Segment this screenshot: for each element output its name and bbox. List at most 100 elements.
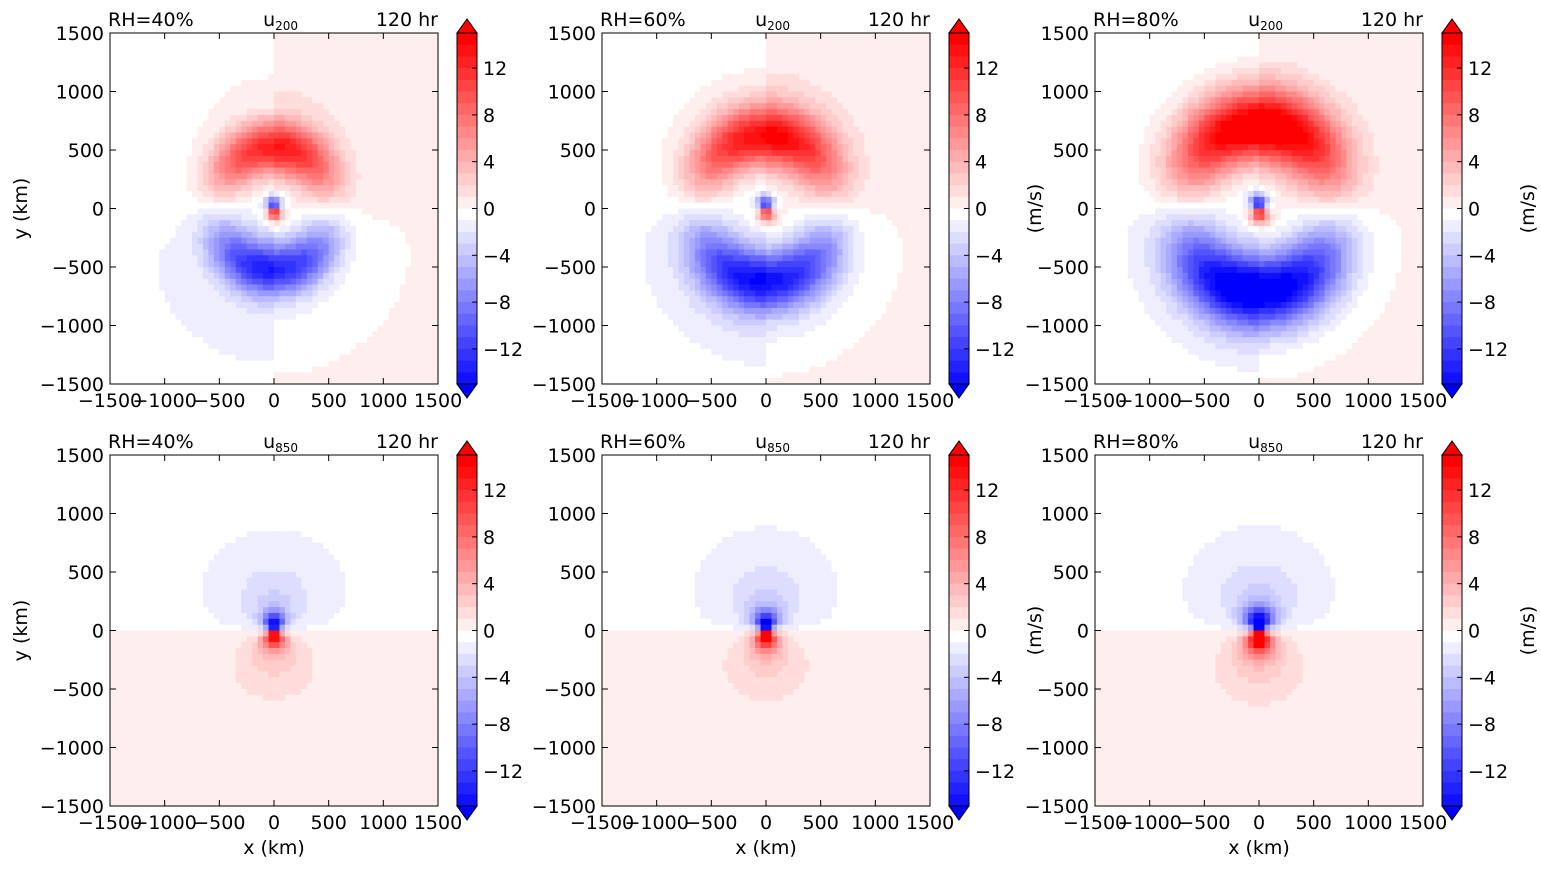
field-cell xyxy=(263,185,270,192)
field-cell xyxy=(618,79,625,87)
field-cell xyxy=(192,173,199,180)
field-cell xyxy=(290,231,297,239)
field-cell xyxy=(684,109,691,116)
field-cell xyxy=(645,278,652,286)
field-cell xyxy=(175,284,182,291)
field-cell xyxy=(689,167,696,174)
field-cell xyxy=(241,132,248,139)
field-cell xyxy=(602,144,609,151)
field-cell xyxy=(651,91,658,98)
field-cell xyxy=(192,79,199,87)
field-cell xyxy=(366,73,373,81)
field-cell xyxy=(213,179,220,186)
field-cell xyxy=(427,360,434,368)
field-cell xyxy=(612,97,619,104)
field-cell xyxy=(684,378,691,385)
field-cell xyxy=(673,114,680,122)
field-cell xyxy=(153,220,160,227)
field-cell xyxy=(377,73,384,81)
field-cell xyxy=(394,319,401,327)
field-cell xyxy=(115,185,122,192)
field-cell xyxy=(263,237,270,245)
field-cell xyxy=(618,378,625,385)
field-cell xyxy=(427,220,434,227)
field-cell xyxy=(416,79,423,87)
field-cell xyxy=(662,226,669,233)
field-cell xyxy=(377,62,384,69)
field-cell xyxy=(383,138,390,145)
field-cell xyxy=(711,354,718,362)
field-cell xyxy=(673,73,680,81)
field-cell xyxy=(673,62,680,69)
field-cell xyxy=(192,179,199,186)
field-cell xyxy=(656,360,663,368)
field-cell xyxy=(257,249,264,256)
field-cell xyxy=(213,138,220,145)
field-cell xyxy=(263,325,270,332)
field-cell xyxy=(274,62,281,69)
field-cell xyxy=(224,56,231,63)
field-cell xyxy=(301,296,308,303)
field-cell xyxy=(383,150,390,157)
field-cell xyxy=(711,331,718,338)
field-cell xyxy=(651,196,658,204)
field-cell xyxy=(274,302,281,309)
field-cell xyxy=(328,208,335,215)
field-cell xyxy=(427,319,434,327)
field-cell xyxy=(651,190,658,198)
field-cell xyxy=(186,44,193,52)
field-cell xyxy=(694,261,701,268)
y-tick-label: 1500 xyxy=(56,23,104,45)
field-cell xyxy=(350,296,357,303)
field-cell xyxy=(120,220,127,227)
field-cell xyxy=(268,38,275,46)
field-cell xyxy=(339,267,346,274)
field-cell xyxy=(366,138,373,145)
field-cell xyxy=(257,261,264,268)
field-cell xyxy=(142,331,149,338)
field-cell xyxy=(618,325,625,332)
field-cell xyxy=(181,179,188,186)
field-cell xyxy=(263,226,270,233)
field-cell xyxy=(684,144,691,151)
field-cell xyxy=(164,85,171,93)
field-cell xyxy=(356,50,363,57)
field-cell xyxy=(306,68,313,75)
field-cell xyxy=(137,150,144,157)
field-cell xyxy=(252,208,259,215)
field-cell xyxy=(350,354,357,362)
field-cell xyxy=(432,62,439,69)
field-cell xyxy=(694,62,701,69)
field-cell xyxy=(284,267,291,274)
field-cell xyxy=(416,261,423,268)
field-cell xyxy=(607,255,614,262)
field-cell xyxy=(684,85,691,93)
field-cell xyxy=(230,68,237,75)
field-cell xyxy=(120,173,127,180)
field-cell xyxy=(257,155,264,163)
field-cell xyxy=(284,144,291,151)
field-cell xyxy=(142,237,149,245)
field-cell xyxy=(246,161,253,169)
field-cell xyxy=(618,319,625,327)
field-cell xyxy=(235,348,242,356)
field-cell xyxy=(427,132,434,139)
field-cell xyxy=(694,120,701,128)
field-cell xyxy=(317,196,324,204)
field-cell xyxy=(350,33,357,40)
field-cell xyxy=(301,50,308,57)
field-cell xyxy=(410,249,417,256)
field-cell xyxy=(295,302,302,309)
field-cell xyxy=(230,190,237,198)
field-cell xyxy=(656,202,663,210)
field-cell xyxy=(339,354,346,362)
field-cell xyxy=(623,179,630,186)
field-cell xyxy=(372,68,379,75)
field-cell xyxy=(684,226,691,233)
field-cell xyxy=(268,343,275,350)
field-cell xyxy=(634,214,641,221)
field-cell xyxy=(427,378,434,385)
field-cell xyxy=(399,272,406,280)
field-cell xyxy=(159,372,166,379)
field-cell xyxy=(612,202,619,210)
